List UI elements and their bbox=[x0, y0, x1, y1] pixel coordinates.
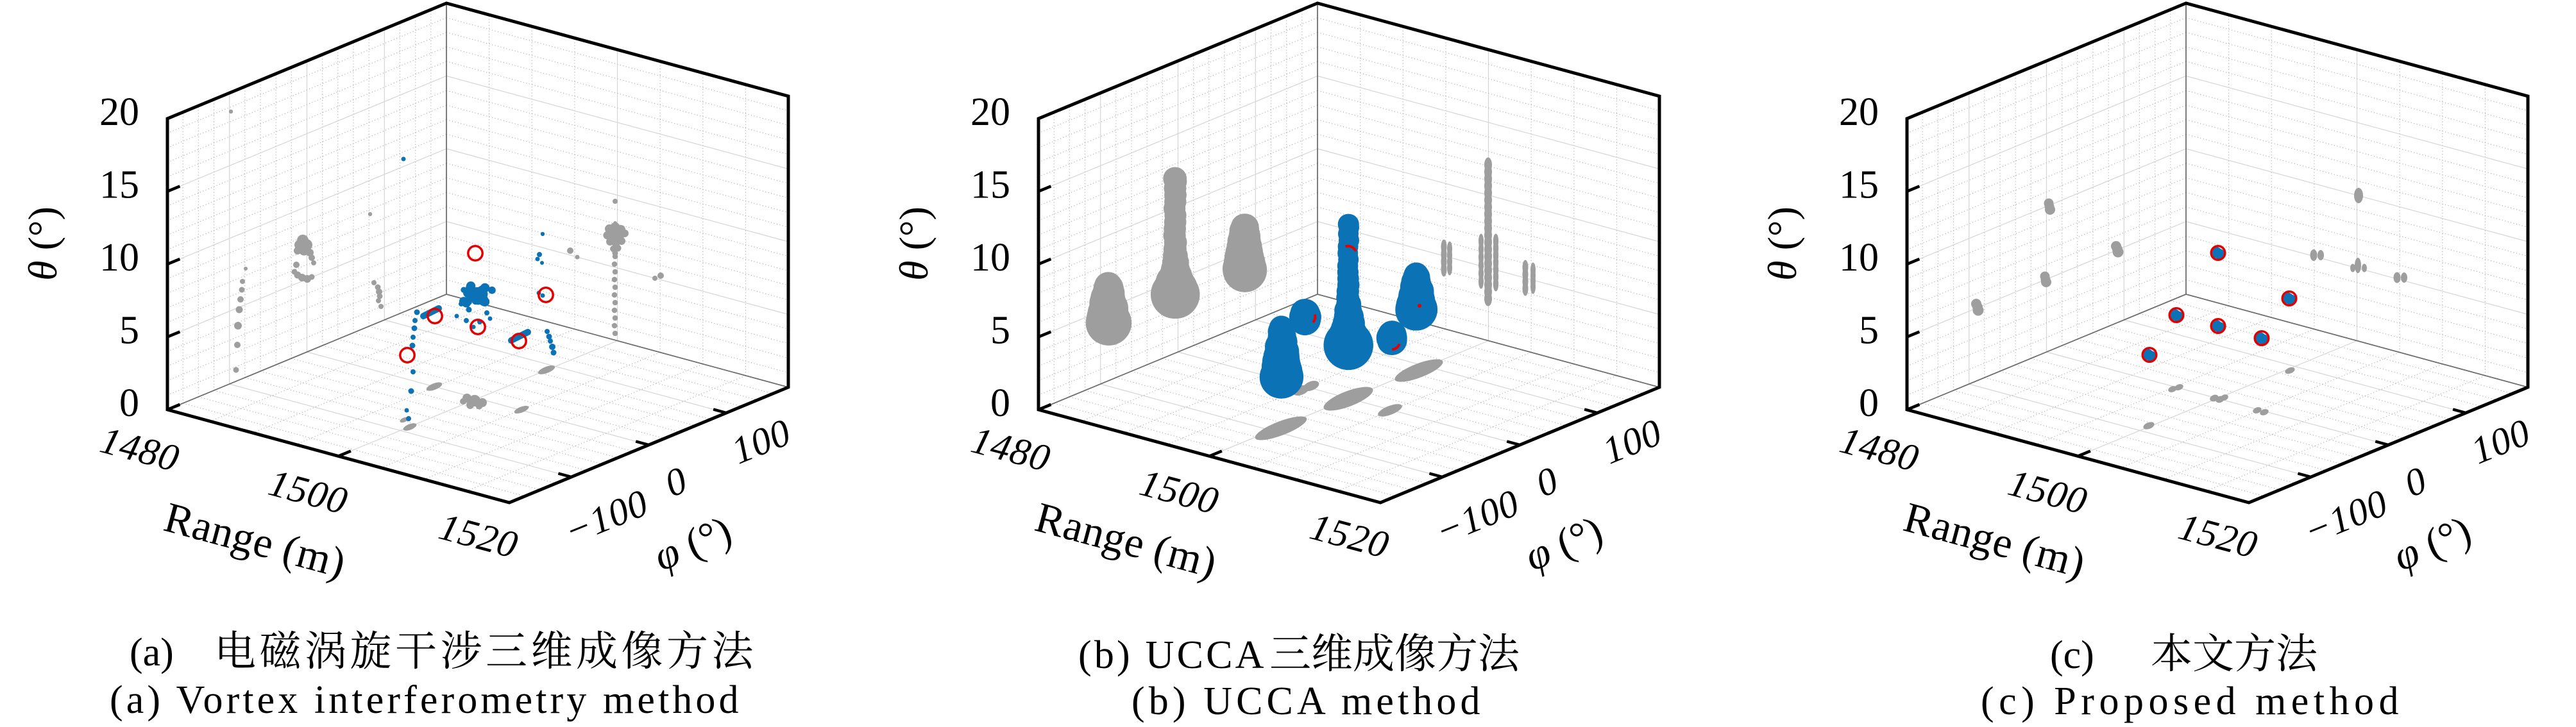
svg-text:0: 0 bbox=[990, 381, 1010, 425]
svg-text:15: 15 bbox=[1839, 163, 1879, 207]
svg-text:(a) Vortex interferometry meth: (a) Vortex interferometry method bbox=[110, 678, 742, 722]
svg-text:(c): (c) bbox=[2050, 633, 2094, 677]
svg-text:20: 20 bbox=[970, 90, 1010, 134]
svg-text:0: 0 bbox=[119, 381, 139, 425]
svg-text:10: 10 bbox=[99, 236, 139, 280]
svg-text:(b) UCCA: (b) UCCA bbox=[1078, 633, 1267, 677]
svg-text:5: 5 bbox=[119, 309, 139, 353]
svg-text:15: 15 bbox=[99, 163, 139, 207]
svg-text:(c) Proposed method: (c) Proposed method bbox=[1981, 680, 2403, 723]
svg-text:10: 10 bbox=[970, 236, 1010, 280]
svg-text:0: 0 bbox=[1859, 381, 1879, 425]
svg-text:(a): (a) bbox=[130, 631, 174, 674]
svg-text:15: 15 bbox=[970, 163, 1010, 207]
svg-text:5: 5 bbox=[1859, 309, 1879, 353]
svg-text:(b) UCCA method: (b) UCCA method bbox=[1131, 680, 1484, 723]
svg-text:20: 20 bbox=[1839, 90, 1879, 134]
svg-text:θ (°): θ (°) bbox=[1759, 206, 1805, 281]
svg-text:10: 10 bbox=[1839, 236, 1879, 280]
svg-text:θ (°): θ (°) bbox=[20, 206, 65, 281]
svg-text:5: 5 bbox=[990, 309, 1010, 353]
svg-text:20: 20 bbox=[99, 90, 139, 134]
svg-text:θ (°): θ (°) bbox=[891, 206, 936, 281]
